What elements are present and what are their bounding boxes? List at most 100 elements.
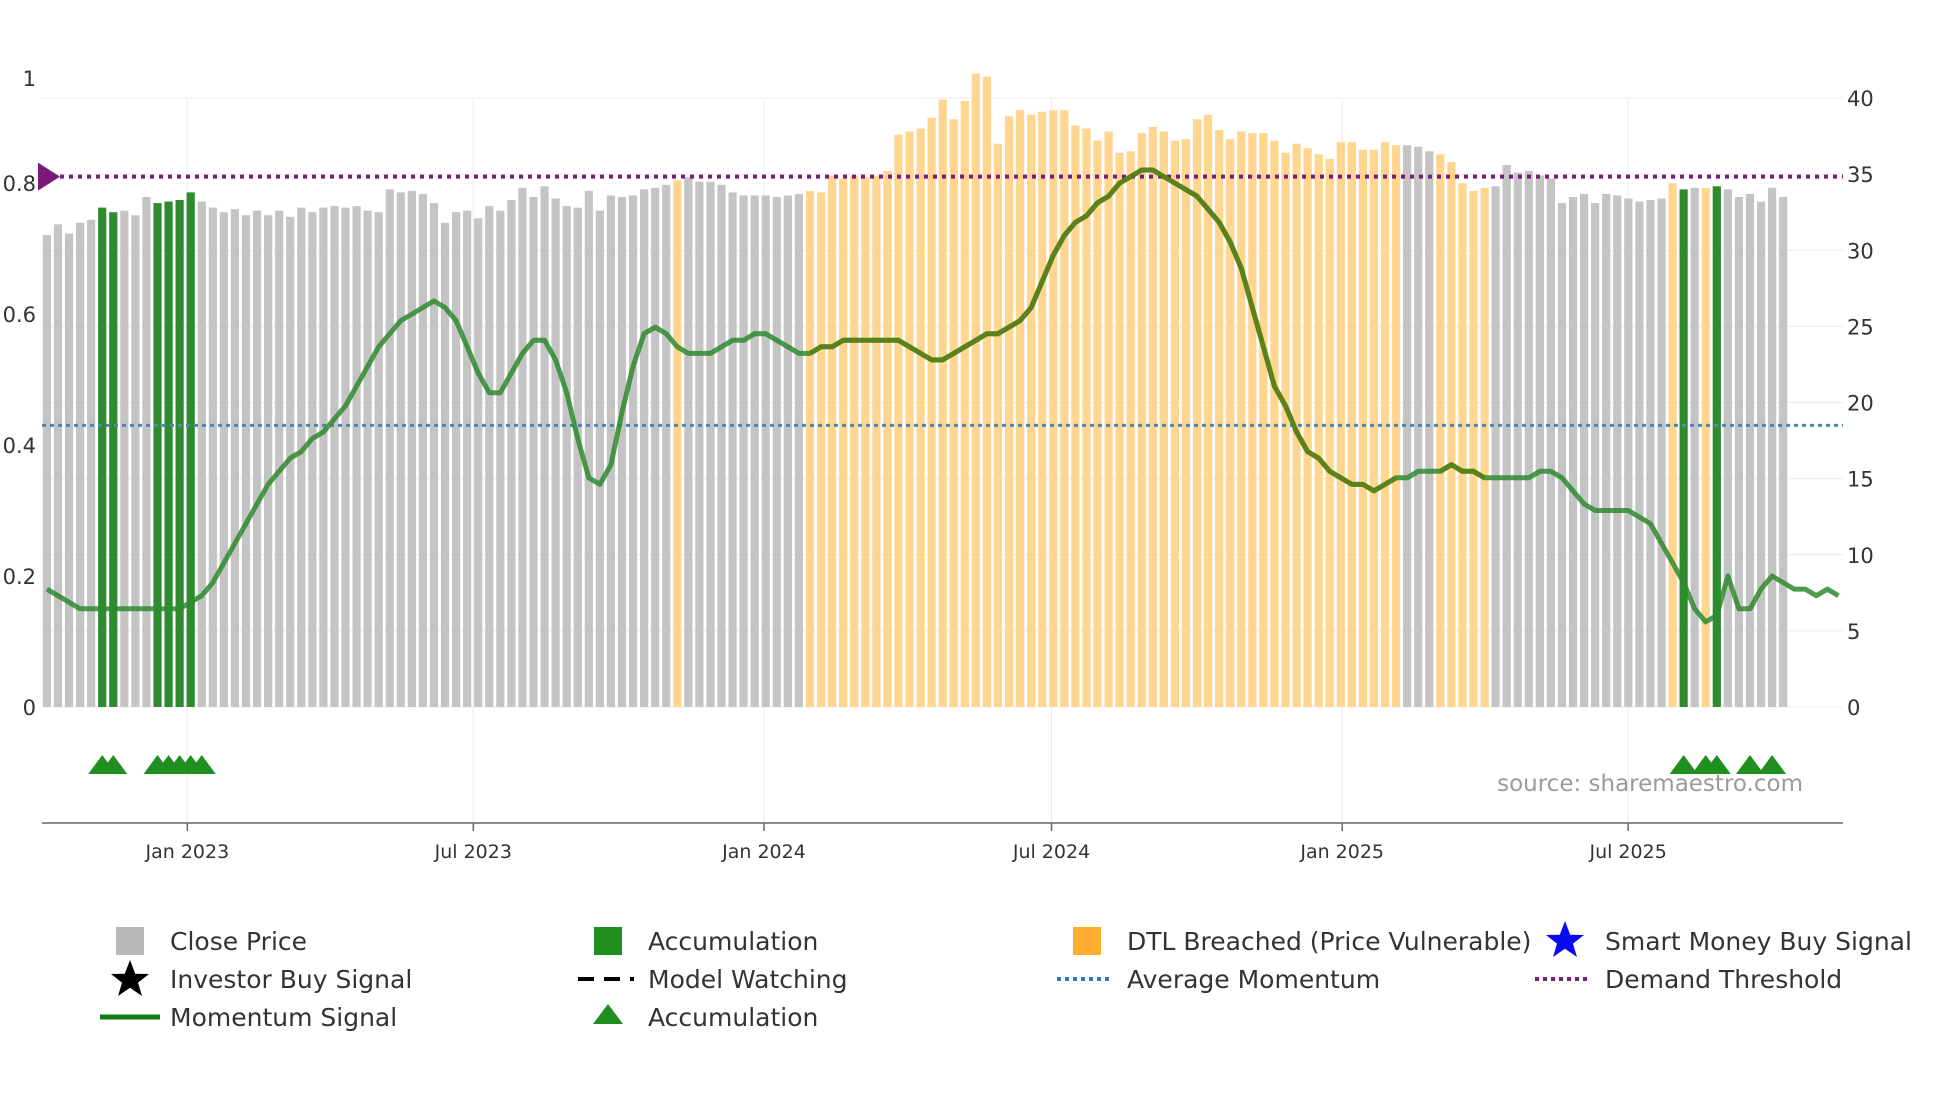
dtl-breached-bar xyxy=(1060,110,1069,708)
left-y-tick-label: 0.2 xyxy=(3,565,36,589)
momentum-signal-dtl-segment xyxy=(808,167,1398,494)
dtl-breached-bar xyxy=(1115,152,1124,707)
accumulation-marker xyxy=(99,755,128,774)
close-price-bar xyxy=(208,207,217,707)
legend-label-model-watching: Model Watching xyxy=(648,965,848,994)
accumulation-bar xyxy=(1679,189,1688,708)
close-price-bar xyxy=(1767,187,1777,707)
close-price-bar xyxy=(1546,178,1556,707)
close-price-bar xyxy=(651,187,660,707)
legend-label-dtl-breached: DTL Breached (Price Vulnerable) xyxy=(1127,927,1531,956)
dtl-breached-bar xyxy=(1436,154,1445,707)
close-price-bar xyxy=(617,196,627,707)
close-price-bar xyxy=(739,195,748,707)
close-price-bar xyxy=(1491,186,1500,707)
close-price-bar xyxy=(1756,201,1766,707)
legend-label-momentum-signal: Momentum Signal xyxy=(170,1003,397,1032)
close-price-bar xyxy=(1425,151,1434,708)
green-triangle-icon xyxy=(593,1004,623,1024)
dtl-breached-bar xyxy=(1303,148,1312,707)
close-price-bar xyxy=(219,212,228,707)
dtl-breached-bar xyxy=(1701,187,1710,707)
close-price-bar xyxy=(241,215,251,708)
close-price-bar xyxy=(717,184,726,708)
close-price-bar xyxy=(1579,193,1589,708)
accumulation-bar xyxy=(98,207,107,707)
close-price-bar xyxy=(396,192,405,707)
close-price-bar xyxy=(230,209,240,707)
close-price-bar xyxy=(1591,203,1600,708)
dtl-breached-bar xyxy=(960,101,969,708)
dtl-breached-bar xyxy=(1314,154,1323,707)
close-price-bar xyxy=(1646,200,1655,707)
dtl-breached-bar xyxy=(905,131,914,707)
close-price-bar xyxy=(496,210,505,708)
dtl-breached-bar xyxy=(1248,133,1257,707)
close-price-bar xyxy=(1568,196,1578,707)
dtl-breached-bar xyxy=(1203,114,1213,707)
close-price-bar xyxy=(1723,189,1732,708)
close-price-bar xyxy=(595,210,604,708)
dtl-breached-bar xyxy=(1015,110,1025,708)
close-price-bar xyxy=(684,177,693,708)
demand-threshold-marker xyxy=(38,162,60,191)
close-price-bar xyxy=(1635,201,1644,707)
marker-layer xyxy=(88,755,1787,774)
legend-label-accumulation: Accumulation xyxy=(648,927,818,956)
close-price-bar xyxy=(1745,193,1755,708)
close-price-bar xyxy=(794,193,804,708)
dtl-breached-bar xyxy=(1270,140,1279,707)
accumulation-bar xyxy=(186,192,195,707)
dtl-breached-bar xyxy=(1159,131,1168,707)
close-price-bar xyxy=(463,210,472,708)
dtl-breached-bar xyxy=(916,128,925,707)
close-price-bar xyxy=(728,192,737,707)
close-price-bar xyxy=(573,207,582,707)
left-y-tick-label: 0.8 xyxy=(3,172,36,196)
dtl-breached-bar xyxy=(1071,125,1080,707)
close-price-bar xyxy=(1403,145,1412,707)
close-price-bar xyxy=(275,210,284,708)
close-price-bar xyxy=(308,212,317,707)
close-price-bar xyxy=(64,233,74,707)
close-price-bar xyxy=(1602,193,1611,708)
close-price-bar xyxy=(42,235,52,707)
close-price-bar xyxy=(706,181,715,708)
close-price-bar xyxy=(529,196,538,707)
dtl-breached-bar xyxy=(1104,131,1113,707)
accumulation-bar xyxy=(109,212,118,707)
close-price-bar xyxy=(1624,198,1633,708)
close-price-bar xyxy=(297,207,306,707)
dtl-breached-bar xyxy=(982,76,992,707)
orange-square-icon xyxy=(1073,927,1101,955)
close-price-bar xyxy=(1734,196,1744,707)
dtl-breached-bar xyxy=(1082,128,1091,707)
close-price-bar xyxy=(695,181,704,708)
left-y-tick-label: 0.4 xyxy=(3,434,36,458)
right-y-tick-label: 40 xyxy=(1847,87,1874,111)
dtl-breached-bar xyxy=(872,175,881,707)
dtl-breached-bar xyxy=(1458,183,1467,707)
right-y-tick-label: 5 xyxy=(1847,620,1860,644)
accumulation-marker xyxy=(1669,755,1698,774)
close-price-bar xyxy=(341,207,350,707)
close-price-bar xyxy=(485,206,494,707)
close-price-bar xyxy=(429,203,439,708)
legend: Close Price Accumulation DTL Breached (P… xyxy=(100,921,1912,1032)
dtl-breached-bar xyxy=(839,178,848,707)
close-price-bar xyxy=(1524,171,1533,707)
close-price-bar xyxy=(440,222,450,707)
right-y-tick-label: 20 xyxy=(1847,392,1874,416)
x-tick-label: Jan 2024 xyxy=(721,841,806,863)
x-tick-label: Jul 2024 xyxy=(1012,841,1090,863)
close-price-bar xyxy=(772,196,781,707)
close-price-bar xyxy=(385,189,394,708)
dtl-breached-bar xyxy=(949,119,958,707)
close-price-bar xyxy=(662,184,671,708)
axis-layer: Jan 2023 Jul 2023 Jan 2024 Jul 2024 Jan 2025… xyxy=(3,67,1874,863)
close-price-bar xyxy=(783,195,792,707)
right-y-tick-label: 10 xyxy=(1847,544,1874,568)
legend-label-close-price: Close Price xyxy=(170,927,307,956)
close-price-bar xyxy=(1535,175,1544,707)
